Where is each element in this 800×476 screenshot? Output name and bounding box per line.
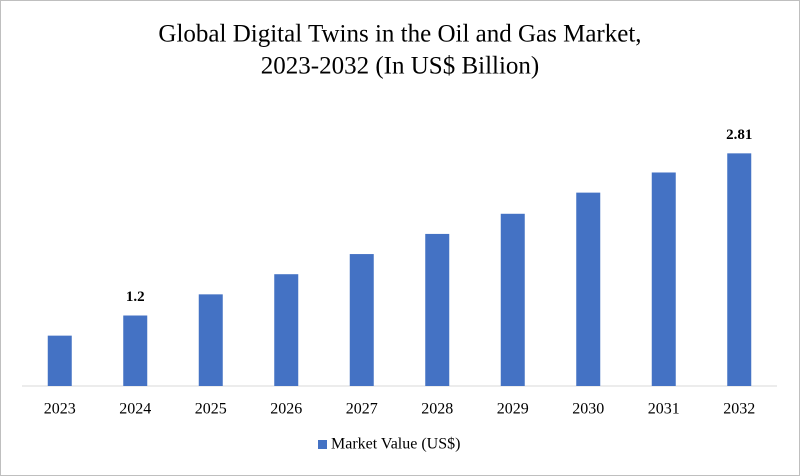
x-tick-label: 2027 bbox=[346, 401, 378, 418]
bar bbox=[651, 172, 676, 386]
bar bbox=[425, 233, 450, 386]
bar bbox=[198, 294, 223, 386]
x-tick-label: 2029 bbox=[497, 401, 529, 418]
chart-title: 2023-2032 (In US$ Billion) bbox=[261, 53, 539, 80]
bar bbox=[47, 335, 72, 386]
value-label: 1.2 bbox=[126, 289, 145, 305]
x-tick-label: 2030 bbox=[572, 401, 604, 418]
x-tick-label: 2025 bbox=[195, 401, 227, 418]
x-tick-label: 2028 bbox=[421, 401, 453, 418]
x-tick-label: 2023 bbox=[44, 401, 76, 418]
value-label: 2.81 bbox=[726, 127, 752, 143]
chart-title: Global Digital Twins in the Oil and Gas … bbox=[158, 21, 641, 48]
x-tick-label: 2031 bbox=[648, 401, 680, 418]
legend-swatch bbox=[318, 440, 327, 449]
bar bbox=[349, 254, 374, 386]
x-tick-label: 2032 bbox=[723, 401, 755, 418]
x-tick-label: 2026 bbox=[270, 401, 302, 418]
bar bbox=[727, 153, 752, 386]
bar bbox=[274, 274, 299, 386]
bar bbox=[576, 192, 601, 386]
bar bbox=[500, 213, 525, 386]
legend-label: Market Value (US$) bbox=[331, 436, 460, 453]
x-tick-label: 2024 bbox=[119, 401, 151, 418]
bar bbox=[123, 315, 148, 386]
